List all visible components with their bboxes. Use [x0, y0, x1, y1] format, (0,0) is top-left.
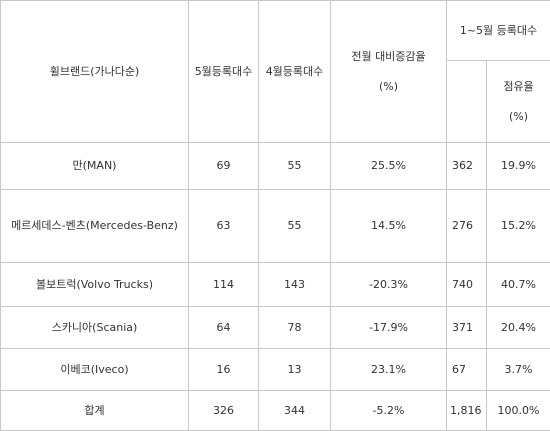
april-cell: 55	[259, 190, 331, 263]
brand-cell: 메르세데스-벤츠(Mercedes-Benz)	[1, 190, 189, 263]
may-cell: 16	[189, 349, 259, 391]
share-cell: 19.9%	[487, 143, 550, 190]
share-cell: 3.7%	[487, 349, 550, 391]
share-header-line2: (%)	[490, 102, 547, 132]
may-registrations-header: 5월등록대수	[189, 1, 259, 143]
may-cell: 326	[189, 391, 259, 431]
may-cell: 114	[189, 263, 259, 307]
april-registrations-header-text: 4월등록대수	[266, 56, 324, 88]
total-label-cell: 합계	[1, 391, 189, 431]
change-cell: -5.2%	[331, 391, 447, 431]
may-cell: 69	[189, 143, 259, 190]
table-row: 이베코(Iveco) 16 13 23.1% 67 3.7%	[1, 349, 550, 391]
brand-column-header: 휠브랜드(가나다순)	[1, 1, 189, 143]
brand-cell: 스카니아(Scania)	[1, 307, 189, 349]
ytd-count-header	[447, 61, 487, 143]
april-registrations-header: 4월등록대수	[259, 1, 331, 143]
table-row: 만(MAN) 69 55 25.5% 362 19.9%	[1, 143, 550, 190]
ytd-cell: 276	[447, 190, 487, 263]
table-row: 메르세데스-벤츠(Mercedes-Benz) 63 55 14.5% 276 …	[1, 190, 550, 263]
april-cell: 344	[259, 391, 331, 431]
brand-cell: 볼보트럭(Volvo Trucks)	[1, 263, 189, 307]
april-cell: 55	[259, 143, 331, 190]
april-cell: 78	[259, 307, 331, 349]
monthly-change-header-line2: (%)	[334, 72, 443, 102]
april-cell: 13	[259, 349, 331, 391]
change-cell: 25.5%	[331, 143, 447, 190]
may-registrations-header-text: 5월등록대수	[195, 56, 253, 88]
ytd-cell: 362	[447, 143, 487, 190]
monthly-change-header-line1: 전월 대비증감율	[334, 42, 443, 72]
change-cell: 14.5%	[331, 190, 447, 263]
table-row: 볼보트럭(Volvo Trucks) 114 143 -20.3% 740 40…	[1, 263, 550, 307]
change-cell: -20.3%	[331, 263, 447, 307]
brand-cell: 이베코(Iveco)	[1, 349, 189, 391]
table-row: 스카니아(Scania) 64 78 -17.9% 371 20.4%	[1, 307, 550, 349]
monthly-change-header: 전월 대비증감율 (%)	[331, 1, 447, 143]
april-cell: 143	[259, 263, 331, 307]
share-header-line1: 점유율	[490, 72, 547, 102]
may-cell: 63	[189, 190, 259, 263]
total-row: 합계 326 344 -5.2% 1,816 100.0%	[1, 391, 550, 431]
ytd-cell: 67	[447, 349, 487, 391]
ytd-cell: 371	[447, 307, 487, 349]
share-cell: 20.4%	[487, 307, 550, 349]
change-cell: 23.1%	[331, 349, 447, 391]
ytd-cell: 1,816	[447, 391, 487, 431]
brand-cell: 만(MAN)	[1, 143, 189, 190]
header-row-1: 휠브랜드(가나다순) 5월등록대수 4월등록대수 전월 대비증감율 (%) 1~…	[1, 1, 550, 61]
ytd-cell: 740	[447, 263, 487, 307]
ytd-group-header: 1~5월 등록대수	[447, 1, 550, 61]
share-header: 점유율 (%)	[487, 61, 550, 143]
share-cell: 15.2%	[487, 190, 550, 263]
brand-cell-text: 메르세데스-벤츠(Mercedes-Benz)	[11, 210, 178, 242]
change-cell: -17.9%	[331, 307, 447, 349]
may-cell: 64	[189, 307, 259, 349]
share-cell: 100.0%	[487, 391, 550, 431]
share-cell: 40.7%	[487, 263, 550, 307]
